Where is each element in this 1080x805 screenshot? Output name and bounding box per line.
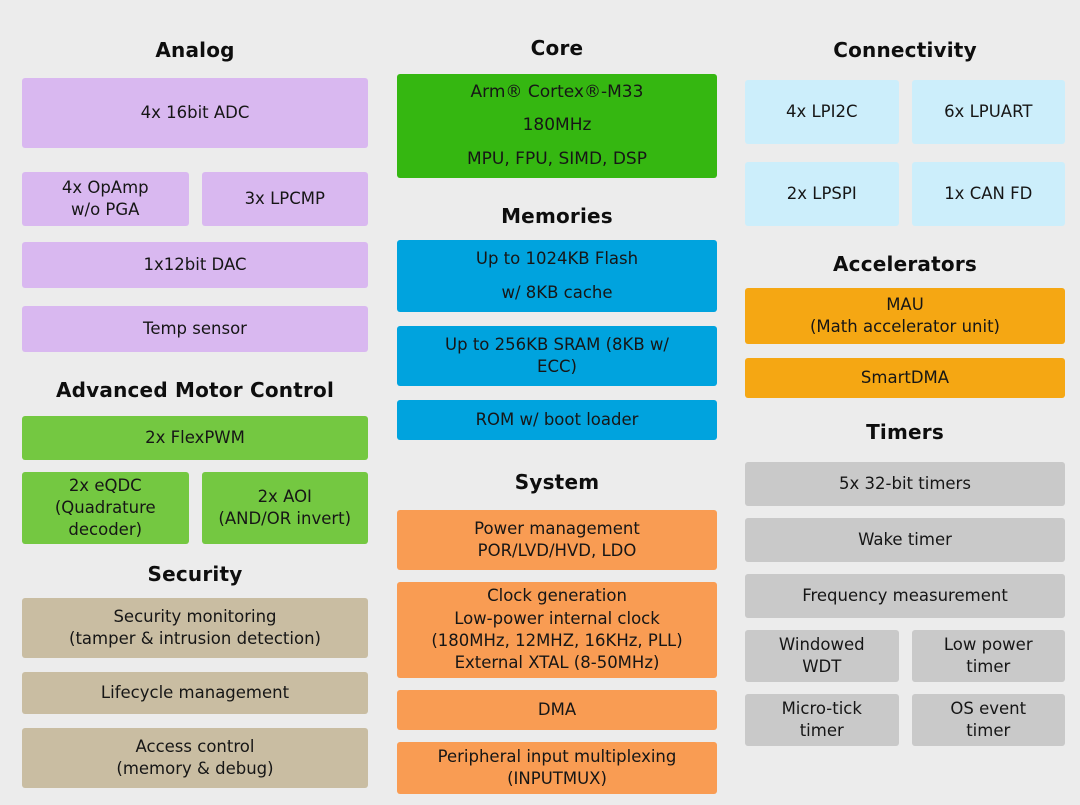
security-monitoring-block: Security monitoring (tamper & intrusion … (22, 598, 368, 658)
section-title-core: Core (530, 36, 584, 60)
dma-block: DMA (397, 690, 717, 730)
connectivity-row-1: 4x LPI2C 6x LPUART (745, 80, 1065, 144)
wake-timer-block: Wake timer (745, 518, 1065, 562)
timers-row-2: Micro-tick timer OS event timer (745, 694, 1065, 746)
windowed-wdt-block: Windowed WDT (745, 630, 899, 682)
connectivity-row-2: 2x LPSPI 1x CAN FD (745, 162, 1065, 226)
rom-block: ROM w/ boot loader (397, 400, 717, 440)
section-title-timers: Timers (866, 420, 944, 444)
column-connectivity-accelerators-timers: Connectivity 4x LPI2C 6x LPUART 2x LPSPI… (745, 0, 1065, 746)
power-management-block: Power management POR/LVD/HVD, LDO (397, 510, 717, 570)
aoi-block: 2x AOI (AND/OR invert) (201, 472, 368, 544)
section-title-security: Security (147, 562, 243, 586)
mau-block: MAU (Math accelerator unit) (745, 288, 1065, 344)
section-title-connectivity: Connectivity (833, 38, 977, 62)
temp-sensor-block: Temp sensor (22, 306, 368, 352)
clock-generation-block: Clock generation Low-power internal cloc… (397, 582, 717, 678)
lifecycle-management-block: Lifecycle management (22, 672, 368, 714)
flash-block: Up to 1024KB Flash w/ 8KB cache (397, 240, 717, 312)
column-core-memories-system: Core Arm® Cortex®-M33 180MHz MPU, FPU, S… (397, 0, 717, 794)
opamp-block: 4x OpAmp w/o PGA (22, 172, 189, 226)
flexpwm-block: 2x FlexPWM (22, 416, 368, 460)
column-analog-motor-security: Analog 4x 16bit ADC 4x OpAmp w/o PGA 3x … (22, 0, 368, 788)
section-title-system: System (514, 470, 600, 494)
lpcmp-block: 3x LPCMP (201, 172, 368, 226)
smartdma-block: SmartDMA (745, 358, 1065, 398)
lpspi-block: 2x LPSPI (745, 162, 899, 226)
motor-row: 2x eQDC (Quadrature decoder) 2x AOI (AND… (22, 472, 368, 544)
section-title-memories: Memories (501, 204, 613, 228)
low-power-timer-block: Low power timer (911, 630, 1065, 682)
access-control-block: Access control (memory & debug) (22, 728, 368, 788)
dac-block: 1x12bit DAC (22, 242, 368, 288)
micro-tick-timer-block: Micro-tick timer (745, 694, 899, 746)
section-title-motor-control: Advanced Motor Control (55, 378, 335, 402)
analog-row: 4x OpAmp w/o PGA 3x LPCMP (22, 172, 368, 226)
lpuart-block: 6x LPUART (911, 80, 1065, 144)
adc-block: 4x 16bit ADC (22, 78, 368, 148)
canfd-block: 1x CAN FD (911, 162, 1065, 226)
frequency-measurement-block: Frequency measurement (745, 574, 1065, 618)
lpi2c-block: 4x LPI2C (745, 80, 899, 144)
eqdc-block: 2x eQDC (Quadrature decoder) (22, 472, 189, 544)
inputmux-block: Peripheral input multiplexing (INPUTMUX) (397, 742, 717, 794)
sram-block: Up to 256KB SRAM (8KB w/ ECC) (397, 326, 717, 386)
32bit-timers-block: 5x 32-bit timers (745, 462, 1065, 506)
section-title-analog: Analog (155, 38, 235, 62)
section-title-accelerators: Accelerators (832, 252, 977, 276)
timers-row-1: Windowed WDT Low power timer (745, 630, 1065, 682)
os-event-timer-block: OS event timer (911, 694, 1065, 746)
cortex-m33-block: Arm® Cortex®-M33 180MHz MPU, FPU, SIMD, … (397, 74, 717, 178)
